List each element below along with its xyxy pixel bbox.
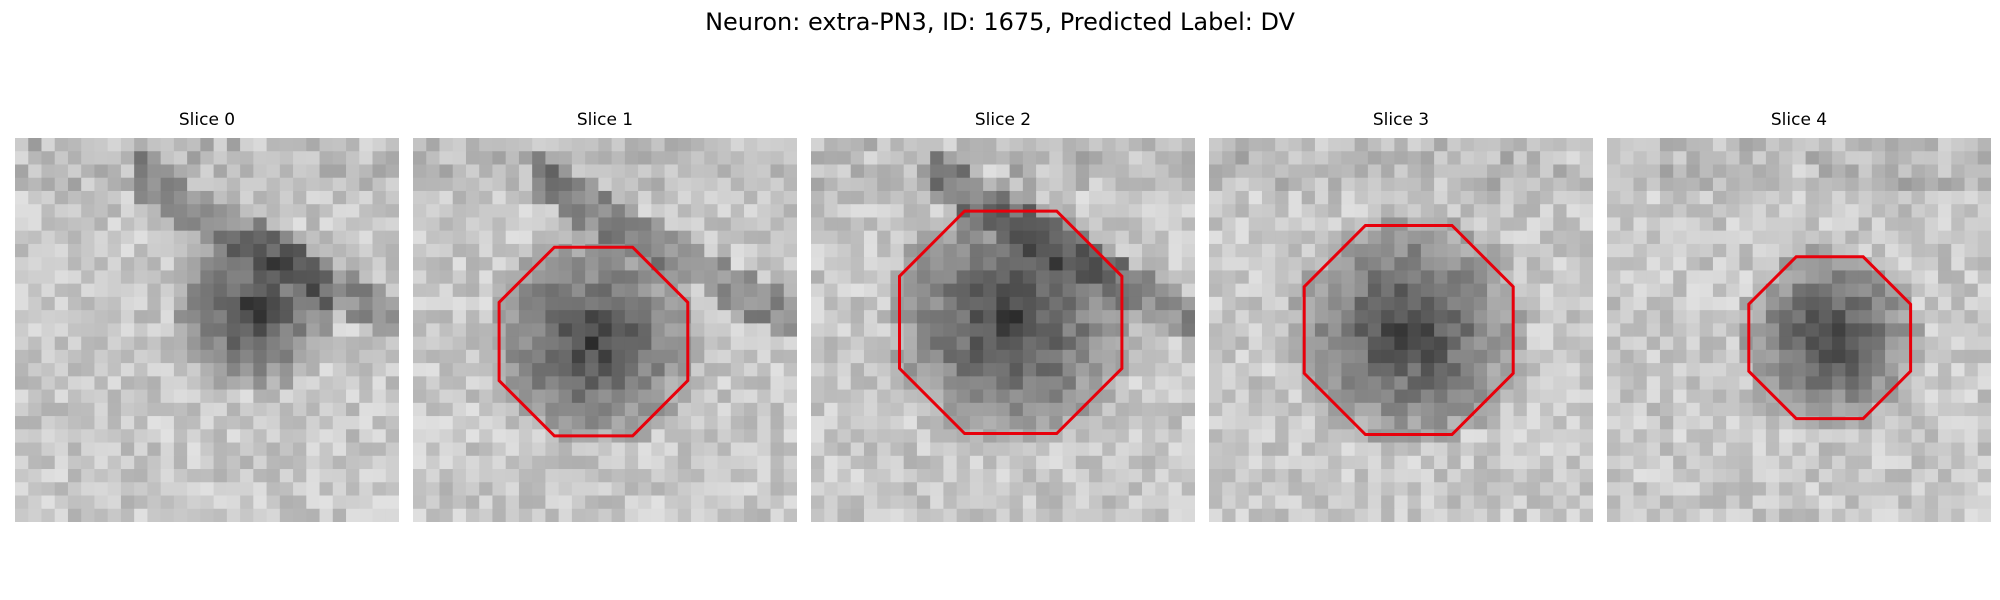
slice-title: Slice 3: [1372, 110, 1430, 130]
slice-image: [1209, 138, 1593, 522]
slice-image: [413, 138, 797, 522]
roi-outline: [898, 209, 1124, 435]
roi-outline: [1302, 224, 1515, 436]
slice-image: [15, 138, 399, 522]
slice-image: [811, 138, 1195, 522]
slice-image: [1607, 138, 1991, 522]
slice-title: Slice 2: [974, 110, 1032, 130]
roi-outline: [497, 245, 690, 438]
figure-title: Neuron: extra-PN3, ID: 1675, Predicted L…: [705, 8, 1295, 36]
slice-panel-0: Slice 0: [15, 108, 399, 522]
slice-panel-2: Slice 2: [811, 108, 1195, 522]
slice-title: Slice 0: [178, 110, 236, 130]
roi-outline: [1747, 255, 1913, 421]
slice-title: Slice 4: [1770, 110, 1828, 130]
slice-panel-3: Slice 3: [1209, 108, 1593, 522]
slice-panel-4: Slice 4: [1607, 108, 1991, 522]
slice-panel-1: Slice 1: [413, 108, 797, 522]
slice-title: Slice 1: [576, 110, 634, 130]
